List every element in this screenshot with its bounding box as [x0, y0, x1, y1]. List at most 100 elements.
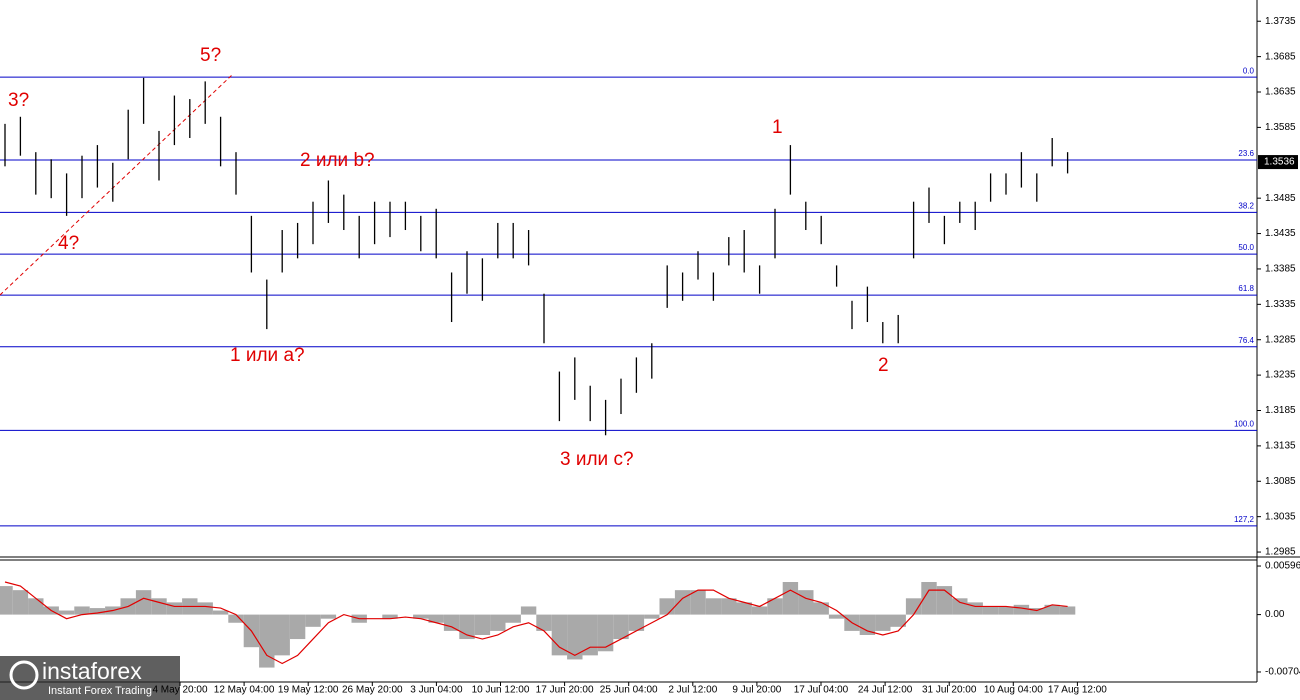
macd-bar — [520, 606, 537, 615]
macd-bar — [505, 614, 521, 623]
macd-bar — [551, 614, 568, 656]
fib-label: 0.0 — [1243, 66, 1255, 75]
x-tick-label: 17 Aug 12:00 — [1048, 685, 1107, 696]
macd-bar — [166, 602, 183, 615]
fib-label: 23.6 — [1238, 149, 1254, 158]
macd-bar — [705, 598, 722, 615]
x-tick-label: 4 May 20:00 — [152, 685, 207, 696]
wave-label: 5? — [200, 45, 221, 66]
x-tick-label: 17 Jul 04:00 — [794, 685, 849, 696]
macd-bar — [28, 598, 44, 615]
macd-bar — [998, 606, 1014, 615]
macd-bar — [905, 598, 922, 615]
wave-label: 2 — [878, 355, 889, 376]
y-tick-label: 1.3685 — [1265, 51, 1296, 62]
y-tick-label: 1.2985 — [1265, 547, 1296, 558]
macd-bar — [413, 614, 429, 619]
macd-bar — [474, 614, 491, 635]
y-tick-label: 1.3085 — [1265, 476, 1296, 487]
macd-bar — [228, 614, 244, 623]
macd-bar — [952, 598, 968, 615]
macd-bar — [289, 614, 306, 640]
macd-bar — [813, 602, 829, 615]
x-tick-label: 17 Jun 20:00 — [536, 685, 594, 696]
macd-bar — [197, 602, 213, 615]
trend-line — [0, 74, 233, 296]
macd-bar — [736, 602, 752, 615]
x-tick-label: 31 Jul 20:00 — [922, 685, 977, 696]
macd-bar — [428, 614, 444, 623]
fib-label: 127,2 — [1234, 515, 1255, 524]
macd-bar — [12, 590, 29, 615]
macd-bar — [690, 590, 706, 615]
macd-bar — [982, 606, 999, 615]
macd-bar — [613, 614, 629, 640]
y-tick-label: 1.3335 — [1265, 299, 1296, 310]
logo-icon — [9, 660, 39, 690]
macd-bar — [58, 610, 75, 615]
macd-bar — [890, 614, 906, 627]
macd-bar — [644, 614, 660, 619]
macd-bar — [536, 614, 552, 631]
x-tick-label: 12 May 04:00 — [214, 685, 275, 696]
macd-bar — [1013, 604, 1030, 615]
wave-label: 2 или b? — [300, 150, 375, 171]
current-price-box — [1258, 155, 1298, 170]
macd-bar — [89, 608, 106, 615]
macd-bar — [828, 614, 845, 619]
macd-bar — [320, 614, 337, 619]
macd-bar — [798, 590, 814, 615]
macd-bar — [597, 614, 614, 652]
macd-bar — [151, 598, 167, 615]
y-tick-label: 1.3485 — [1265, 193, 1296, 204]
x-tick-label: 2 Jul 12:00 — [668, 685, 717, 696]
y-tick-label: 1.3185 — [1265, 405, 1296, 416]
logo-tagline: Instant Forex Trading — [48, 685, 152, 697]
macd-bar — [135, 590, 152, 615]
macd-bar — [259, 614, 275, 668]
logo: instaforex Instant Forex Trading — [0, 656, 180, 700]
y-tick-label: 0.00 — [1265, 609, 1285, 620]
macd-bar — [74, 606, 90, 615]
y-tick-label: 1.3235 — [1265, 370, 1296, 381]
y-tick-label: 1.3585 — [1265, 122, 1296, 133]
macd-bar — [875, 614, 891, 631]
macd-bar — [274, 614, 290, 656]
macd-bar — [382, 614, 398, 619]
macd-bar — [767, 598, 783, 615]
wave-label: 3 или c? — [560, 449, 634, 470]
x-tick-label: 3 Jun 04:00 — [410, 685, 463, 696]
current-price-label: 1.3536 — [1264, 157, 1295, 168]
macd-bar — [967, 602, 983, 615]
macd-bar — [751, 606, 768, 615]
fib-label: 100.0 — [1234, 419, 1255, 428]
fib-label: 50.0 — [1238, 243, 1254, 252]
wave-label: 3? — [8, 90, 29, 111]
fib-label: 61.8 — [1238, 284, 1254, 293]
y-tick-label: 1.3035 — [1265, 511, 1296, 522]
macd-bar — [859, 614, 876, 635]
macd-bar — [1059, 606, 1076, 615]
macd-bar — [490, 614, 506, 631]
x-tick-label: 26 May 20:00 — [342, 685, 403, 696]
macd-bar — [0, 586, 13, 615]
macd-bar — [443, 614, 460, 631]
x-tick-label: 24 Jul 12:00 — [858, 685, 913, 696]
macd-bar — [659, 598, 675, 615]
y-tick-label: 1.3285 — [1265, 334, 1296, 345]
x-tick-label: 10 Jun 12:00 — [472, 685, 530, 696]
wave-label: 1 — [772, 117, 783, 138]
fib-label: 76.4 — [1238, 336, 1254, 345]
y-tick-label: 1.3635 — [1265, 87, 1296, 98]
macd-bar — [628, 614, 645, 631]
macd-bar — [674, 590, 691, 615]
macd-bar — [782, 582, 799, 615]
macd-bar — [567, 614, 583, 660]
y-tick-label: -0.00704 — [1265, 667, 1300, 678]
x-tick-label: 25 Jun 04:00 — [600, 685, 658, 696]
x-tick-label: 19 May 12:00 — [278, 685, 339, 696]
y-tick-label: 1.3385 — [1265, 264, 1296, 275]
wave-label: 1 или a? — [230, 345, 305, 366]
